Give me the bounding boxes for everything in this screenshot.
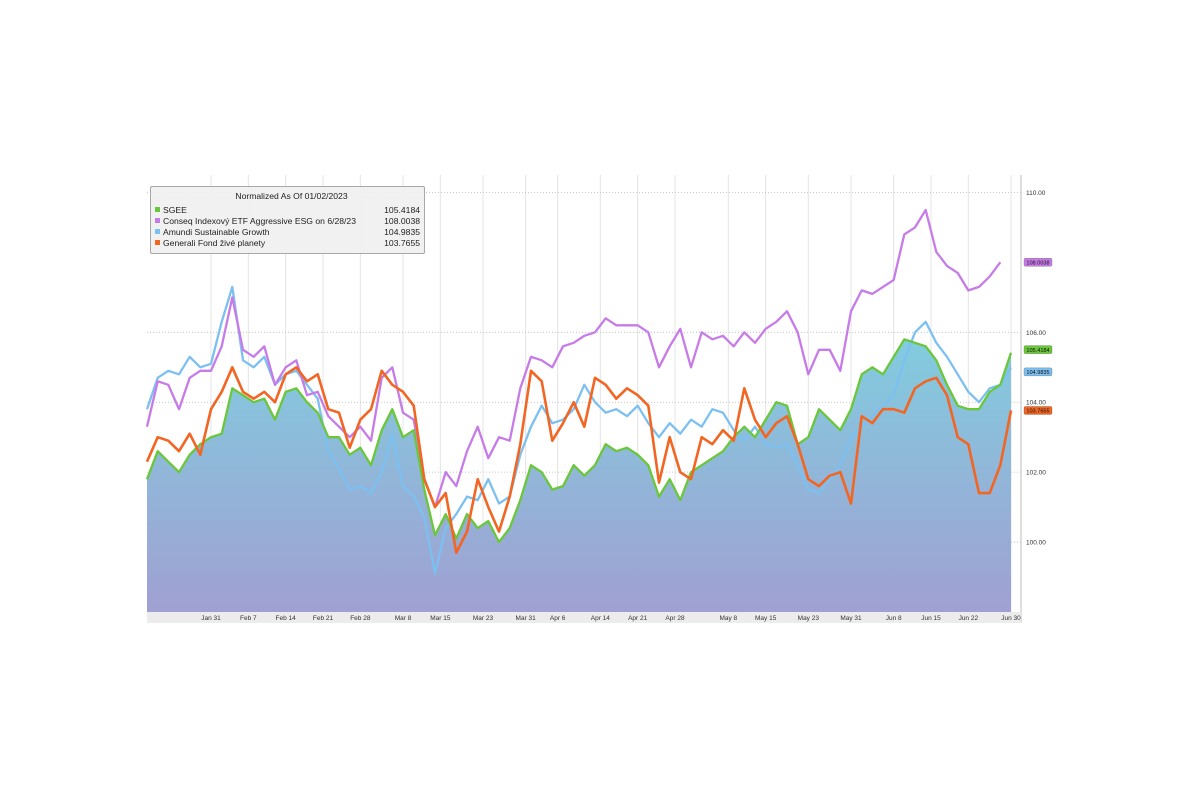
sgee-area-fill bbox=[147, 339, 1011, 612]
bottom-axis-strip bbox=[147, 612, 1021, 623]
legend-entry-conseq: Conseq Indexový ETF Aggressive ESG on 6/… bbox=[155, 215, 420, 226]
end-label-box-sgee bbox=[1023, 345, 1053, 354]
legend-box: Normalized As Of 01/02/2023 SGEE 105.418… bbox=[150, 186, 425, 254]
y-tick-label: 104.00 bbox=[1026, 400, 1046, 407]
x-tick-label: Mar 8 bbox=[395, 615, 412, 622]
legend-name-conseq: Conseq Indexový ETF Aggressive ESG on 6/… bbox=[163, 215, 356, 226]
x-tick-label: Jun 30 bbox=[1001, 615, 1021, 622]
sgee-area bbox=[147, 339, 1011, 612]
legend-swatch-generali bbox=[155, 240, 160, 245]
x-tick-label: Apr 14 bbox=[591, 615, 611, 622]
end-label-amundi: 104.9835 bbox=[1026, 370, 1049, 376]
series-line-sgee bbox=[145, 338, 1013, 544]
x-tick-label: Apr 21 bbox=[628, 615, 648, 622]
series-line-amundi bbox=[145, 285, 1012, 575]
y-axis-ticks: 100.00 102.00 104.00 106.00 110.00 bbox=[1026, 190, 1046, 547]
x-tick-label: Apr 6 bbox=[550, 615, 566, 622]
x-axis-ticks: Jan 31 Feb 7 Feb 14 Feb 21 Feb 28 Mar 8 Mar 15… bbox=[201, 615, 1021, 622]
legend-title: Normalized As Of 01/02/2023 bbox=[235, 191, 348, 201]
end-label-box-amundi bbox=[1023, 367, 1053, 377]
x-tick-label: Apr 28 bbox=[665, 615, 685, 622]
legend-name-amundi: Amundi Sustainable Growth bbox=[163, 226, 270, 237]
y-tick-label: 102.00 bbox=[1026, 470, 1046, 477]
x-tick-label: Feb 7 bbox=[240, 615, 257, 622]
x-tick-label: May 15 bbox=[755, 615, 777, 622]
right-axis-strip bbox=[1021, 175, 1053, 623]
series-line-conseq bbox=[145, 208, 1002, 509]
x-tick-label: May 31 bbox=[840, 615, 862, 622]
legend-entry-generali: Generali Fond živé planety 103.7655 bbox=[155, 237, 420, 248]
x-tick-label: May 8 bbox=[719, 615, 737, 622]
legend-entry-sgee: SGEE 105.4184 bbox=[155, 204, 420, 215]
series-lines bbox=[145, 208, 1013, 575]
legend-value-conseq: 108.0038 bbox=[384, 215, 420, 226]
x-tick-label: Jun 15 bbox=[921, 615, 941, 622]
series-line-generali bbox=[145, 365, 1013, 554]
x-tick-label: Jun 22 bbox=[959, 615, 979, 622]
y-tick-label: 100.00 bbox=[1026, 540, 1046, 547]
legend-value-sgee: 105.4184 bbox=[384, 204, 420, 215]
end-label-box-conseq bbox=[1023, 258, 1053, 267]
x-tick-label: Mar 23 bbox=[473, 615, 494, 622]
x-tick-label: Jan 31 bbox=[201, 615, 221, 622]
end-label-sgee: 105.4184 bbox=[1026, 348, 1049, 354]
legend-swatch-sgee bbox=[155, 207, 160, 212]
end-value-labels: 108.0038 105.4184 104.9835 103.7655 bbox=[1023, 258, 1053, 415]
x-tick-label: Feb 14 bbox=[276, 615, 297, 622]
y-tick-label: 106.00 bbox=[1026, 330, 1046, 337]
end-label-conseq: 108.0038 bbox=[1026, 260, 1049, 266]
x-tick-label: Feb 21 bbox=[313, 615, 334, 622]
legend-name-sgee: SGEE bbox=[163, 204, 187, 215]
legend-entry-amundi: Amundi Sustainable Growth 104.9835 bbox=[155, 226, 420, 237]
x-tick-label: May 23 bbox=[798, 615, 820, 622]
x-tick-label: Feb 28 bbox=[350, 615, 371, 622]
end-label-generali: 103.7655 bbox=[1026, 409, 1049, 415]
legend-swatch-amundi bbox=[155, 229, 160, 234]
x-tick-label: Mar 15 bbox=[430, 615, 451, 622]
end-label-box-generali bbox=[1023, 406, 1053, 415]
x-tick-label: Jun 8 bbox=[886, 615, 902, 622]
legend-swatch-conseq bbox=[155, 218, 160, 223]
x-tick-label: Mar 31 bbox=[516, 615, 537, 622]
y-tick-label: 110.00 bbox=[1026, 190, 1046, 197]
legend-value-generali: 103.7655 bbox=[384, 237, 420, 248]
legend-name-generali: Generali Fond živé planety bbox=[163, 237, 266, 248]
legend-value-amundi: 104.9835 bbox=[384, 226, 420, 237]
